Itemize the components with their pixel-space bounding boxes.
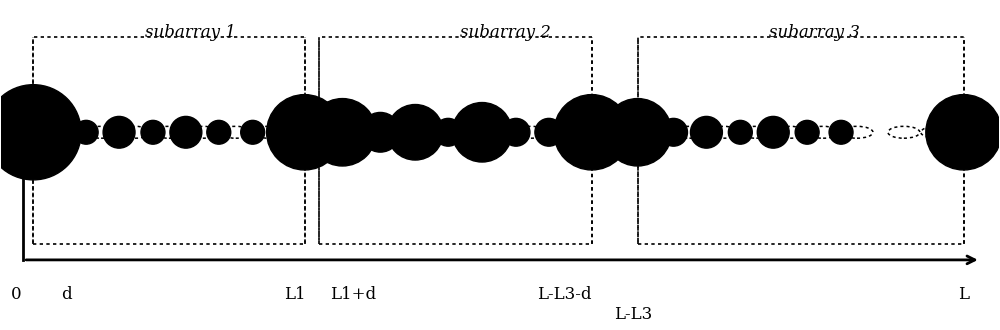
Ellipse shape [829, 120, 853, 144]
Text: subarray 3: subarray 3 [769, 24, 860, 41]
Text: subarray 1: subarray 1 [145, 24, 236, 41]
Ellipse shape [170, 116, 202, 148]
Ellipse shape [103, 116, 135, 148]
Ellipse shape [502, 118, 530, 146]
Bar [33, 37, 305, 244]
Text: d: d [61, 286, 72, 303]
Text: L1: L1 [284, 286, 306, 303]
Text: L1+d: L1+d [330, 286, 377, 303]
Bar [319, 37, 592, 244]
Text: L-L3-d: L-L3-d [537, 286, 592, 303]
Ellipse shape [74, 120, 98, 144]
Text: subarray 2: subarray 2 [460, 24, 550, 41]
Ellipse shape [728, 120, 752, 144]
Ellipse shape [387, 105, 443, 160]
Ellipse shape [690, 116, 722, 148]
Ellipse shape [660, 118, 687, 146]
Ellipse shape [434, 118, 462, 146]
Ellipse shape [267, 95, 342, 170]
Ellipse shape [207, 120, 231, 144]
Ellipse shape [360, 113, 400, 152]
Ellipse shape [309, 99, 376, 166]
Ellipse shape [141, 120, 165, 144]
Ellipse shape [757, 116, 789, 148]
Text: L: L [958, 286, 969, 303]
Text: L-L3: L-L3 [614, 306, 652, 323]
Ellipse shape [452, 103, 512, 162]
Ellipse shape [554, 95, 630, 170]
Ellipse shape [535, 118, 563, 146]
Ellipse shape [795, 120, 819, 144]
Ellipse shape [926, 95, 1000, 170]
Bar [638, 37, 964, 244]
Ellipse shape [0, 85, 81, 180]
Text: 0: 0 [11, 286, 22, 303]
Ellipse shape [604, 99, 672, 166]
Ellipse shape [241, 120, 265, 144]
